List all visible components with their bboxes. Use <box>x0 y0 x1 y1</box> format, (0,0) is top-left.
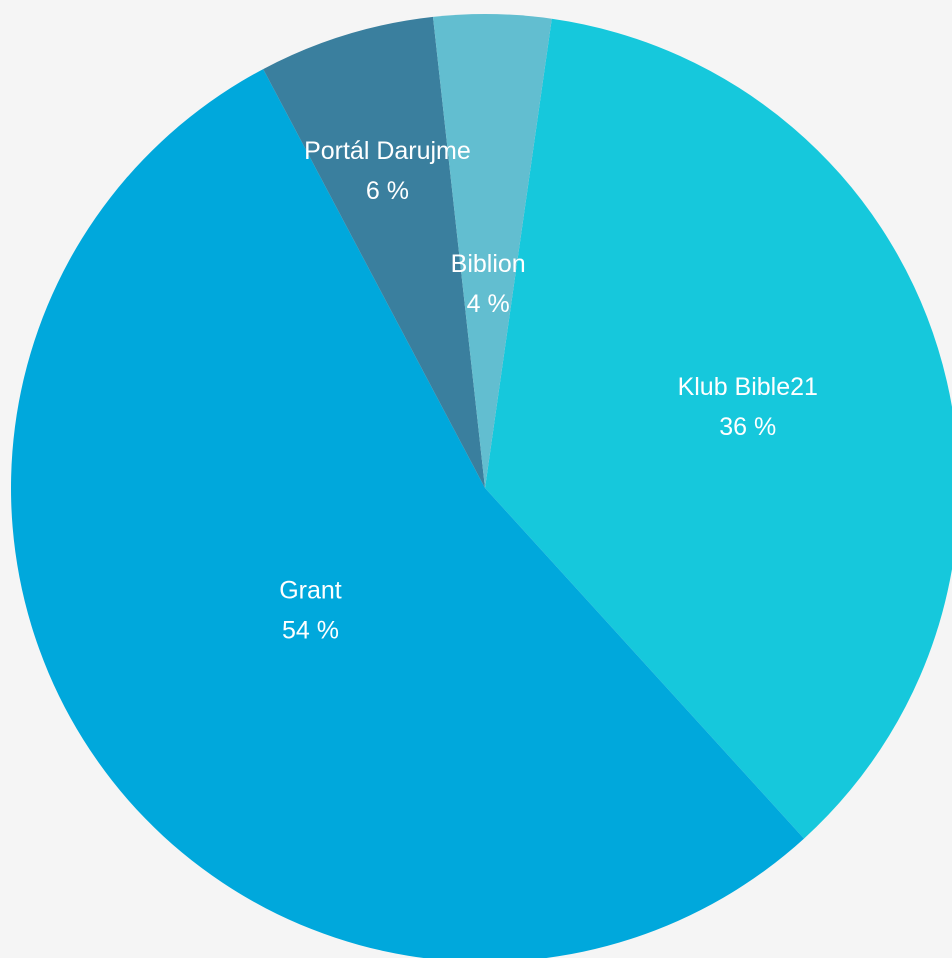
slice-label-value: 54 % <box>282 617 339 645</box>
pie-slice-portal-darujme <box>263 16 485 488</box>
slices-layer <box>11 14 952 958</box>
slice-label-value: 6 % <box>366 177 409 205</box>
pie-slice-grant <box>11 69 805 958</box>
pie-slice-klub-bible21 <box>485 18 952 839</box>
slice-label-value: 4 % <box>467 290 510 318</box>
slice-label-value: 36 % <box>719 413 776 441</box>
slice-label-name: Portál Darujme <box>304 137 471 165</box>
labels-layer: Klub Bible21 36 % Grant 54 % Portál Darujme 6… <box>279 137 818 645</box>
slice-label-portal-darujme: Portál Darujme 6 % <box>304 137 471 205</box>
slice-label-name: Grant <box>279 577 342 605</box>
pie-slice-biblion <box>432 14 552 489</box>
slice-label-biblion: Biblion 4 % <box>451 250 526 318</box>
slice-label-name: Klub Bible21 <box>678 373 818 401</box>
slice-label-grant: Grant 54 % <box>279 577 342 645</box>
slice-label-klub-bible21: Klub Bible21 36 % <box>678 373 818 441</box>
slice-label-name: Biblion <box>451 250 526 278</box>
